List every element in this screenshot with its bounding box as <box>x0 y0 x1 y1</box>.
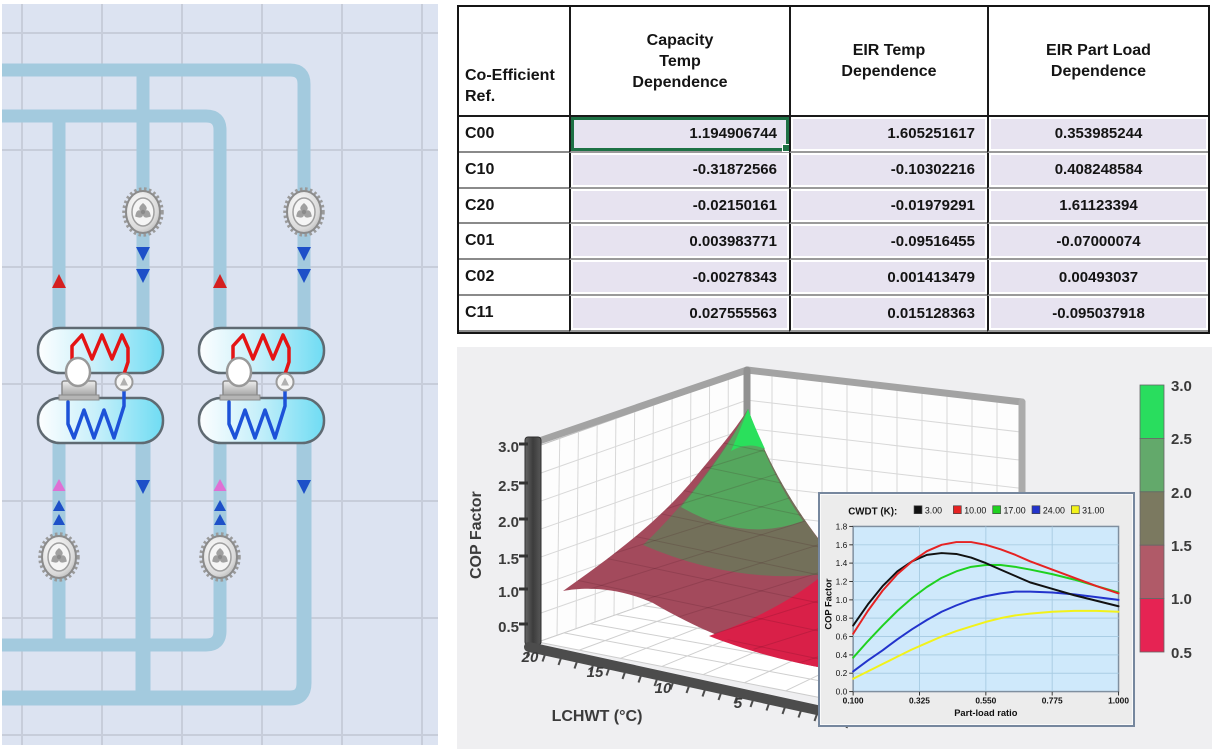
z-tick: 3.0 <box>498 439 519 456</box>
svg-text:1.2: 1.2 <box>836 576 848 586</box>
z-axis-title: COP Factor <box>468 491 485 579</box>
column-header-eir-part-load: EIR Part Load Dependence <box>987 7 1208 117</box>
column-header-capacity: Capacity Temp Dependence <box>569 7 789 117</box>
row-label[interactable]: C00 <box>459 117 569 153</box>
svg-text:1.8: 1.8 <box>836 521 848 531</box>
svg-text:1.4: 1.4 <box>836 558 848 568</box>
table-cell[interactable]: 1.605251617 <box>789 117 987 153</box>
inset-legend: 3.00 10.00 17.00 24.00 31.00 <box>914 506 1104 516</box>
table-cell-selected[interactable]: 1.194906744 <box>569 117 789 153</box>
colorbar <box>1140 385 1164 652</box>
table-cell[interactable]: 0.003983771 <box>569 224 789 260</box>
table-cell[interactable]: -0.01979291 <box>789 189 987 225</box>
x-tick: 20 <box>521 649 539 666</box>
legend-label: 31.00 <box>1082 506 1104 516</box>
row-label[interactable]: C11 <box>459 296 569 332</box>
inset-y-axis-title: COP Factor <box>824 578 834 630</box>
svg-text:0.775: 0.775 <box>1042 695 1063 705</box>
table-cell[interactable]: 0.027555563 <box>569 296 789 332</box>
coefficient-table: Co-Efficient Ref. Capacity Temp Dependen… <box>457 5 1210 334</box>
x-tick: 10 <box>655 680 672 697</box>
svg-text:0.6: 0.6 <box>836 631 848 641</box>
legend-label: 17.00 <box>1004 506 1026 516</box>
svg-text:1.0: 1.0 <box>836 595 848 605</box>
colorbar-label: 0.5 <box>1171 645 1192 662</box>
svg-text:0.325: 0.325 <box>909 695 930 705</box>
table-cell[interactable]: 0.353985244 <box>987 117 1208 153</box>
x-tick: 15 <box>587 664 604 681</box>
plant-schematic <box>0 0 440 749</box>
row-label[interactable]: C02 <box>459 260 569 296</box>
part-load-chart-inset: CWDT (K): 3.00 10.00 17.00 24.00 31.00 <box>818 492 1135 727</box>
z-tick: 1.0 <box>498 584 519 601</box>
row-label[interactable]: C01 <box>459 224 569 260</box>
cop-surface-chart-panel: 3.0 2.5 2.0 1.5 1.0 0.5 COP Factor 20 15… <box>457 347 1212 745</box>
svg-text:0.2: 0.2 <box>836 668 848 678</box>
colorbar-label: 1.0 <box>1171 591 1192 608</box>
table-cell[interactable]: 0.015128363 <box>789 296 987 332</box>
z-tick: 0.5 <box>498 619 519 636</box>
z-tick: 1.5 <box>498 551 519 568</box>
table-cell[interactable]: -0.095037918 <box>987 296 1208 332</box>
table-cell[interactable]: -0.10302216 <box>789 153 987 189</box>
legend-label: 24.00 <box>1043 506 1065 516</box>
svg-text:0.550: 0.550 <box>975 695 996 705</box>
table-cell[interactable]: -0.09516455 <box>789 224 987 260</box>
svg-text:1.6: 1.6 <box>836 540 848 550</box>
colorbar-label: 2.5 <box>1171 431 1192 448</box>
row-label[interactable]: C20 <box>459 189 569 225</box>
colorbar-label: 3.0 <box>1171 378 1192 395</box>
legend-label: 3.00 <box>925 506 942 516</box>
part-load-chart: CWDT (K): 3.00 10.00 17.00 24.00 31.00 <box>820 494 1133 725</box>
row-label[interactable]: C10 <box>459 153 569 189</box>
column-header-ref: Co-Efficient Ref. <box>459 7 569 117</box>
table-cell[interactable]: -0.00278343 <box>569 260 789 296</box>
svg-text:0.100: 0.100 <box>843 695 864 705</box>
inset-x-axis-title: Part-load ratio <box>954 708 1018 718</box>
table-cell[interactable]: -0.31872566 <box>569 153 789 189</box>
svg-text:0.8: 0.8 <box>836 613 848 623</box>
table-cell[interactable]: 0.001413479 <box>789 260 987 296</box>
legend-label: 10.00 <box>964 506 986 516</box>
z-tick: 2.5 <box>498 478 519 495</box>
table-cell[interactable]: 0.408248584 <box>987 153 1208 189</box>
column-header-eir-temp: EIR Temp Dependence <box>789 7 987 117</box>
svg-text:1.000: 1.000 <box>1108 695 1129 705</box>
z-tick: 2.0 <box>498 514 519 531</box>
svg-text:0.4: 0.4 <box>836 650 848 660</box>
colorbar-label: 1.5 <box>1171 538 1192 555</box>
table-cell[interactable]: -0.02150161 <box>569 189 789 225</box>
x-axis-title: LCHWT (°C) <box>552 708 643 725</box>
table-cell[interactable]: -0.07000074 <box>987 224 1208 260</box>
table-cell[interactable]: 1.61123394 <box>987 189 1208 225</box>
table-cell[interactable]: 0.00493037 <box>987 260 1208 296</box>
inset-legend-title: CWDT (K): <box>848 507 897 518</box>
x-tick: 5 <box>734 695 743 712</box>
colorbar-label: 2.0 <box>1171 485 1192 502</box>
